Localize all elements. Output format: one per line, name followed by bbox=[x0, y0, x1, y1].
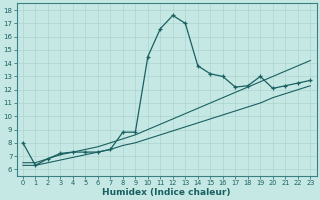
X-axis label: Humidex (Indice chaleur): Humidex (Indice chaleur) bbox=[102, 188, 231, 197]
